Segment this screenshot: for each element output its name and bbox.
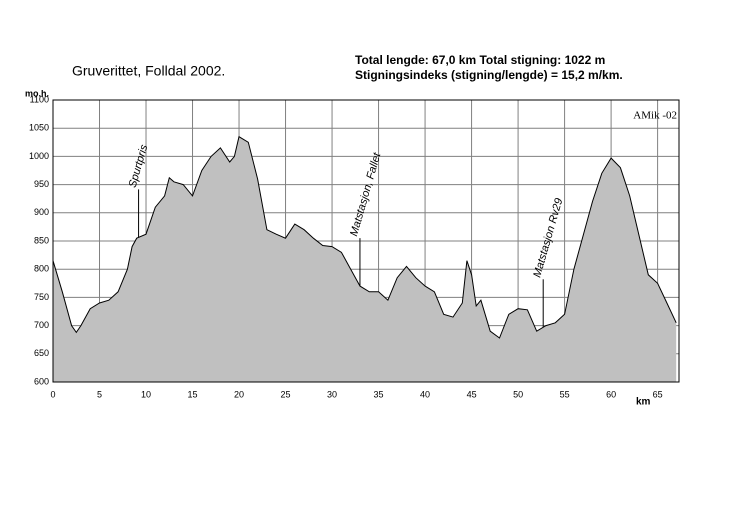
chart-title: Gruverittet, Folldal 2002. <box>72 63 225 79</box>
y-tick-label: 700 <box>34 320 49 330</box>
x-tick-label: 25 <box>281 389 291 399</box>
x-tick-label: 65 <box>653 389 663 399</box>
y-axis-label: mo.h. <box>25 88 49 98</box>
elevation-area <box>53 136 677 382</box>
x-tick-label: 10 <box>141 389 151 399</box>
x-tick-label: 55 <box>560 389 570 399</box>
y-tick-label: 750 <box>34 292 49 302</box>
x-tick-label: 50 <box>513 389 523 399</box>
x-tick-label: 45 <box>467 389 477 399</box>
y-tick-label: 950 <box>34 179 49 189</box>
credit: AMik -02 <box>633 110 677 122</box>
y-tick-label: 650 <box>34 348 49 358</box>
x-tick-label: 20 <box>234 389 244 399</box>
y-tick-label: 1050 <box>29 123 49 133</box>
subtitle: Stigningsindeks (stigning/lengde) = 15,2… <box>355 68 623 82</box>
elevation-line <box>52 135 677 339</box>
x-tick-label: 0 <box>50 389 55 399</box>
x-tick-label: 40 <box>420 389 430 399</box>
y-tick-label: 600 <box>34 376 49 386</box>
x-tick-label: 30 <box>327 389 337 399</box>
x-axis-label: km <box>636 397 651 408</box>
x-tick-label: 15 <box>188 389 198 399</box>
y-tick-label: 1000 <box>29 151 49 161</box>
plot-border <box>52 99 680 383</box>
y-tick-label: 850 <box>34 235 49 245</box>
x-tick-label: 5 <box>97 389 102 399</box>
y-tick-label: 800 <box>34 264 49 274</box>
y-tick-label: 1100 <box>30 94 49 104</box>
subtitle: Total lengde: 67,0 km Total stigning: 10… <box>355 53 605 67</box>
x-tick-label: 60 <box>606 389 616 399</box>
y-tick-label: 900 <box>34 207 49 217</box>
x-tick-label: 35 <box>374 389 384 399</box>
